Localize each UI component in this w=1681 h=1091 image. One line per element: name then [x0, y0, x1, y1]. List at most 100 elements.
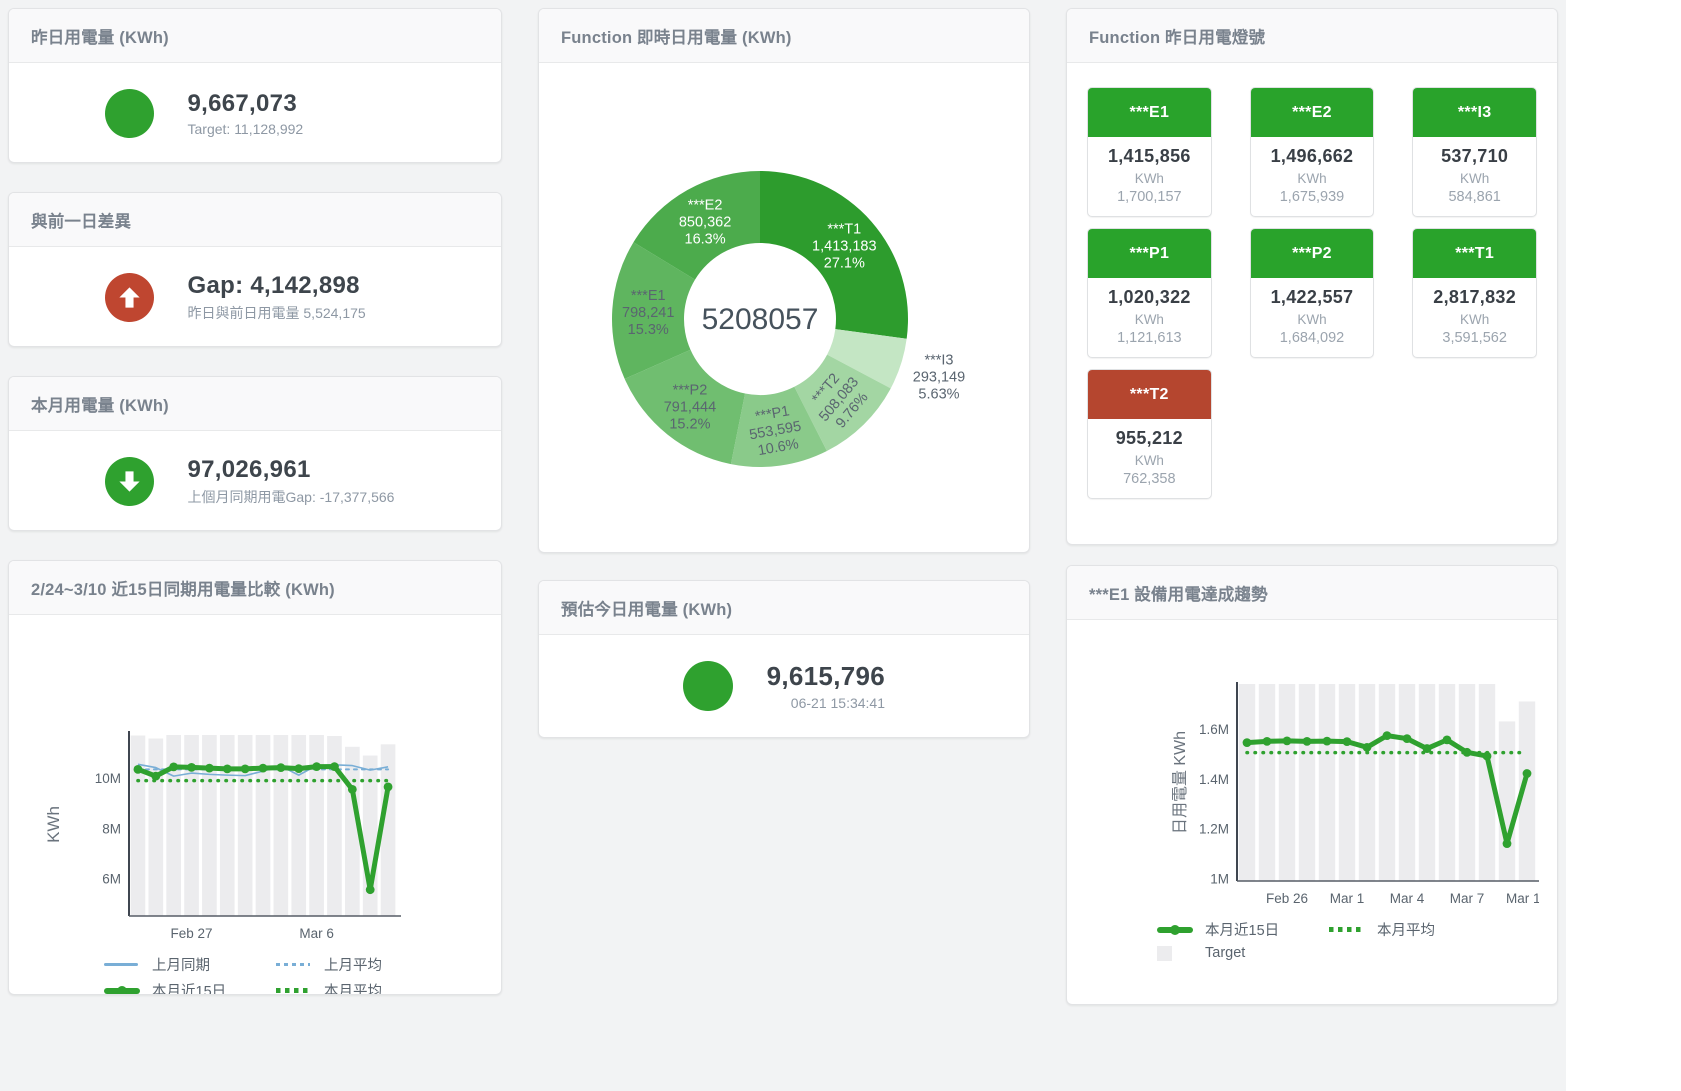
center-column: Function 即時日用電量 (KWh) ***T1 1,413,183 27.1…	[538, 8, 1030, 738]
light-tile-name: ***P1	[1088, 229, 1211, 278]
kpi-body: 9,667,073 Target: 11,128,992	[9, 63, 501, 162]
card-15day-comparison-chart: 2/24~3/10 近15日同期用電量比較 (KWh) 6M 8M 10M KWh Fe…	[8, 560, 502, 995]
x-tick-label: Feb 27	[171, 926, 213, 941]
arrow-up-icon	[118, 286, 140, 308]
donut-slice-label: ***E1 798,241 15.3%	[622, 288, 674, 338]
legend-item-本月平均[interactable]: 本月平均	[1329, 919, 1501, 940]
light-tile-unit: KWh	[1134, 453, 1164, 468]
compare-chart-legend: 上月同期上月平均本月近15日本月平均Target	[29, 954, 481, 995]
donut-body: ***T1 1,413,183 27.1% ***I3 293,149 5.63% ***T…	[539, 63, 1029, 552]
y-tick-label: 10M	[95, 771, 121, 786]
legend-swatch-dash	[276, 963, 314, 966]
target-bar	[1498, 721, 1516, 881]
donut-slice-e2[interactable]	[633, 171, 760, 280]
target-bar	[202, 735, 217, 916]
light-tile-unit: KWh	[1297, 312, 1327, 327]
light-tile-body: 1,415,856 KWh 1,700,157	[1088, 137, 1211, 216]
kpi-subtitle: 昨日與前日用電量 5,524,175	[187, 304, 366, 321]
card-yesterday-lights: Function 昨日用電燈號 ***E1 1,415,856 KWh 1,700,1…	[1066, 8, 1558, 545]
series-marker	[1362, 742, 1372, 752]
card-title: 2/24~3/10 近15日同期用電量比較 (KWh)	[31, 580, 335, 599]
legend-swatch-dots	[276, 988, 314, 993]
legend-item-本月平均[interactable]: 本月平均	[276, 980, 448, 995]
series-marker	[1462, 747, 1472, 757]
series-marker	[1482, 751, 1492, 761]
series-marker	[1262, 736, 1272, 746]
series-marker	[1282, 736, 1292, 746]
light-tile-value: 1,496,662	[1270, 146, 1354, 166]
chart-body: 1M 1.2M 1.4M 1.6M 日用電量 KWh Feb 26 Mar 1 Mar 4 Ma…	[1067, 676, 1557, 961]
kpi-text: 97,026,961 上個月同期用電Gap: -17,377,566	[188, 456, 406, 507]
light-tile-target: 584,861	[1448, 189, 1501, 205]
legend-label: 本月近15日	[1205, 923, 1280, 939]
target-bar	[1398, 684, 1416, 881]
legend-label: 上月同期	[152, 958, 210, 974]
donut-slice-label: ***T1 1,413,183 27.1%	[812, 221, 877, 271]
left-column: 昨日用電量 (KWh) 9,667,073 Target: 11,128,992…	[8, 8, 502, 995]
card-title: 昨日用電量 (KWh)	[31, 28, 169, 47]
legend-label: 上月平均	[324, 958, 382, 974]
card-header: 與前一日差異	[9, 193, 501, 247]
target-bar	[1238, 684, 1256, 881]
kpi-text: 9,667,073 Target: 11,128,992	[188, 90, 406, 137]
light-tile-body: 1,422,557 KWh 1,684,092	[1251, 278, 1374, 357]
donut-slice-t1[interactable]	[760, 171, 908, 339]
donut-slice-p2[interactable]	[624, 349, 746, 465]
card-title: 本月用電量 (KWh)	[31, 396, 169, 415]
x-tick-label: Mar 4	[1390, 891, 1425, 906]
legend-item-上月同期[interactable]: 上月同期	[104, 954, 276, 975]
card-header: 昨日用電量 (KWh)	[9, 9, 501, 63]
card-gap-previous-day: 與前一日差異 Gap: 4,142,898 昨日與前日用電量 5,524,175	[8, 192, 502, 347]
y-tick-label: 1.6M	[1199, 722, 1229, 737]
light-tile-t1: ***T1 2,817,832 KWh 3,591,562	[1412, 228, 1537, 358]
legend-item-Target[interactable]: Target	[1157, 945, 1329, 961]
series-marker	[258, 763, 268, 773]
light-tile-unit: KWh	[1460, 171, 1490, 186]
light-tile-target: 1,684,092	[1279, 330, 1345, 346]
donut-slice-label: ***I3 293,149 5.63%	[913, 353, 965, 403]
legend-item-本月近15日[interactable]: 本月近15日	[1157, 919, 1329, 940]
series-marker	[1502, 839, 1512, 848]
target-bar	[1318, 684, 1336, 881]
series-marker	[187, 762, 196, 772]
estimate-timestamp: 06-21 15:34:41	[790, 695, 885, 711]
light-tile-name: ***E1	[1088, 88, 1211, 137]
light-tile-unit: KWh	[1297, 171, 1327, 186]
light-tile-p2: ***P2 1,422,557 KWh 1,684,092	[1249, 228, 1375, 358]
light-tile-value: 2,817,832	[1433, 287, 1517, 307]
light-tile-body: 2,817,832 KWh 3,591,562	[1413, 278, 1536, 357]
e1-chart-legend: 本月近15日 本月平均 Target	[1087, 919, 1537, 961]
green-circle-icon	[104, 88, 154, 138]
target-bar	[237, 735, 253, 916]
legend-item-本月近15日[interactable]: 本月近15日	[104, 980, 276, 994]
target-bar	[1518, 701, 1536, 881]
donut-slice-i3[interactable]	[827, 329, 907, 389]
donut-slice-e1[interactable]	[612, 242, 696, 379]
light-tile-unit: KWh	[1134, 312, 1164, 327]
series-marker	[1322, 736, 1332, 746]
legend-label: 本月平均	[324, 984, 382, 995]
series-marker	[1342, 737, 1352, 747]
donut-slice-p1[interactable]	[730, 386, 827, 468]
x-tick-label: Mar 7	[1450, 891, 1485, 906]
legend-item-上月平均[interactable]: 上月平均	[276, 954, 448, 975]
card-header: 2/24~3/10 近15日同期用電量比較 (KWh)	[9, 561, 501, 615]
series-marker	[347, 785, 357, 794]
kpi-body: Gap: 4,142,898 昨日與前日用電量 5,524,175	[9, 247, 501, 346]
donut-slice-t2[interactable]	[794, 354, 891, 452]
series-marker	[1382, 731, 1392, 741]
light-tile-target: 1,121,613	[1117, 330, 1182, 346]
legend-swatch-line	[104, 963, 142, 966]
kpi-value: 97,026,961	[187, 455, 311, 483]
light-tile-target: 1,700,157	[1117, 189, 1182, 205]
light-tile-unit: KWh	[1460, 312, 1490, 327]
series-marker	[133, 764, 143, 774]
card-month-usage: 本月用電量 (KWh) 97,026,961 上個月同期用電Gap: -17,3…	[8, 376, 502, 531]
card-estimated-today: 預估今日用電量 (KWh) 9,615,796 06-21 15:34:41	[538, 580, 1030, 738]
light-tile-name: ***T1	[1413, 229, 1536, 278]
card-title: ***E1 設備用電達成趨勢	[1089, 585, 1268, 604]
light-tile-value: 1,415,856	[1107, 146, 1191, 166]
legend-label: Target	[1205, 945, 1246, 961]
y-tick-label: 1.2M	[1199, 822, 1229, 837]
target-bar	[1338, 684, 1356, 881]
